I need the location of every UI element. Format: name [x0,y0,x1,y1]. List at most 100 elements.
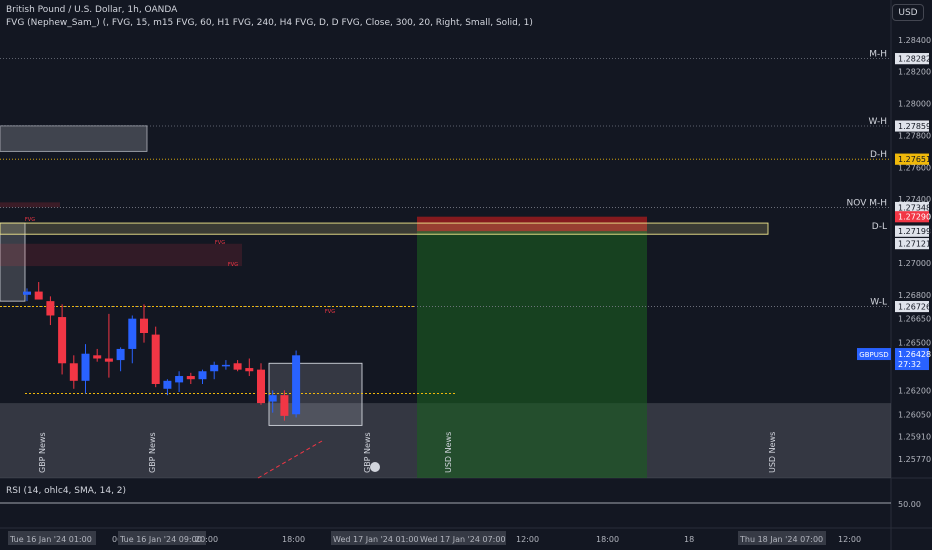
replay-icon[interactable] [370,462,380,472]
candle-body[interactable] [140,318,148,334]
candle-body[interactable] [210,364,219,372]
candle-body[interactable] [46,301,55,316]
level-label: M-H [869,50,887,60]
x-tick-label: 12:00 [516,535,539,544]
news-event-label: GBP News [363,432,372,473]
y-tick-label: 1.26800 [898,291,931,300]
candle-body[interactable] [175,376,184,383]
level-label: NOV M-H [847,198,887,208]
stop-loss-zone[interactable] [417,216,647,232]
price-level-tag [895,225,929,237]
price-level-tag-value: 1.26726 [898,303,931,312]
y-tick-label: 1.25910 [898,433,931,442]
symbol-tag-text: GBPUSD [859,351,888,359]
candle-body[interactable] [268,395,277,402]
price-level-tag [895,53,929,65]
y-tick-label: 1.26650 [898,315,931,324]
candle-body[interactable] [81,353,90,381]
y-tick-label: 1.28200 [898,68,931,77]
fvg-zone [0,202,60,208]
candle-body[interactable] [104,358,113,362]
level-label: D-H [870,150,887,160]
candle-body[interactable] [93,355,102,359]
time-label-highlight [738,531,826,545]
x-tick-label: Thu 18 Jan '24 07:00 [739,535,823,544]
price-level-tag-value: 1.27121 [898,240,931,249]
candle-body[interactable] [69,363,78,381]
price-level-tag [895,301,929,313]
trend-line[interactable] [257,440,323,479]
candle-body[interactable] [163,380,172,389]
price-level-tag-value: 1.28282 [898,55,931,64]
x-tick-label: 18:00 [282,535,305,544]
news-event-label: GBP News [38,432,47,473]
candle-body[interactable] [128,318,137,349]
fvg-label: FVG [215,240,225,246]
price-level-tag-value: 1.27859 [898,122,931,131]
fvg-label: FVG [325,309,335,315]
price-level-tag-value: 1.27651 [898,155,931,164]
fvg-label: FVG [228,262,238,268]
symbol-tag [857,348,891,361]
y-tick-label: 1.25770 [898,455,931,464]
y-tick-label: 1.27400 [898,195,931,204]
x-tick-label: 12:00 [838,535,861,544]
y-tick-label: 1.26500 [898,339,931,348]
indicator-legend[interactable]: FVG (Nephew_Sam_) (, FVG, 15, m15 FVG, 6… [6,18,533,28]
range-box[interactable] [268,362,363,426]
x-tick-label: 18 [684,535,694,544]
candle-body[interactable] [34,291,43,300]
rsi-level-label: 50.00 [898,500,921,509]
candle-body[interactable] [151,334,160,384]
price-level-tag [895,201,929,213]
fvg-label: FVG [25,217,35,223]
time-label-highlight [8,531,96,545]
price-level-tag [895,153,929,165]
current-price-value: 1.26428 [898,350,931,359]
candle-body[interactable] [186,376,195,380]
x-tick-label: Wed 17 Jan '24 07:00 [420,535,506,544]
rsi-legend[interactable]: RSI (14, ohlc4, SMA, 14, 2) [6,486,127,496]
level-label: D-L [872,222,887,232]
price-level-tag-value: 1.27348 [898,203,931,212]
range-box[interactable] [0,125,148,152]
candle-body[interactable] [280,395,289,416]
candle-body[interactable] [116,348,125,361]
x-tick-label: Wed 17 Jan '24 01:00 [333,535,419,544]
candle-body[interactable] [221,364,230,367]
fvg-box[interactable] [0,222,769,235]
candle-body[interactable] [292,355,301,415]
chart-title: British Pound / U.S. Dollar, 1h, OANDA [6,5,178,15]
currency-button[interactable]: USD [892,4,924,21]
time-label-highlight [331,531,419,545]
news-event-label: GBP News [148,432,157,473]
price-level-tag [895,238,929,250]
bar-countdown: 27:32 [898,360,921,369]
y-tick-label: 1.27000 [898,259,931,268]
y-tick-label: 1.27800 [898,131,931,140]
x-tick-label: Tue 16 Jan '24 01:00 [9,535,92,544]
candle-body[interactable] [58,317,67,364]
y-tick-label: 1.26050 [898,410,931,419]
time-label-highlight [118,531,206,545]
price-level-tag-value: 1.27199 [898,227,931,236]
candle-body[interactable] [198,371,207,380]
candle-body[interactable] [257,369,265,404]
price-level-tag [895,120,929,132]
y-tick-label: 1.26200 [898,386,931,395]
candle-body[interactable] [233,363,242,370]
y-tick-label: 1.28400 [898,36,931,45]
candle-body[interactable] [245,368,254,372]
fvg-zone [0,243,242,267]
x-tick-label: Tue 16 Jan '24 09:00 [119,535,202,544]
current-price-tag [895,348,929,371]
x-tick-label: 20:00 [195,535,218,544]
price-level-tag [895,211,929,223]
candle-body[interactable] [23,291,31,295]
x-tick-label: 18:00 [596,535,619,544]
take-profit-zone[interactable] [417,231,647,478]
time-label-highlight [418,531,506,545]
news-event-label: USD News [768,432,777,473]
